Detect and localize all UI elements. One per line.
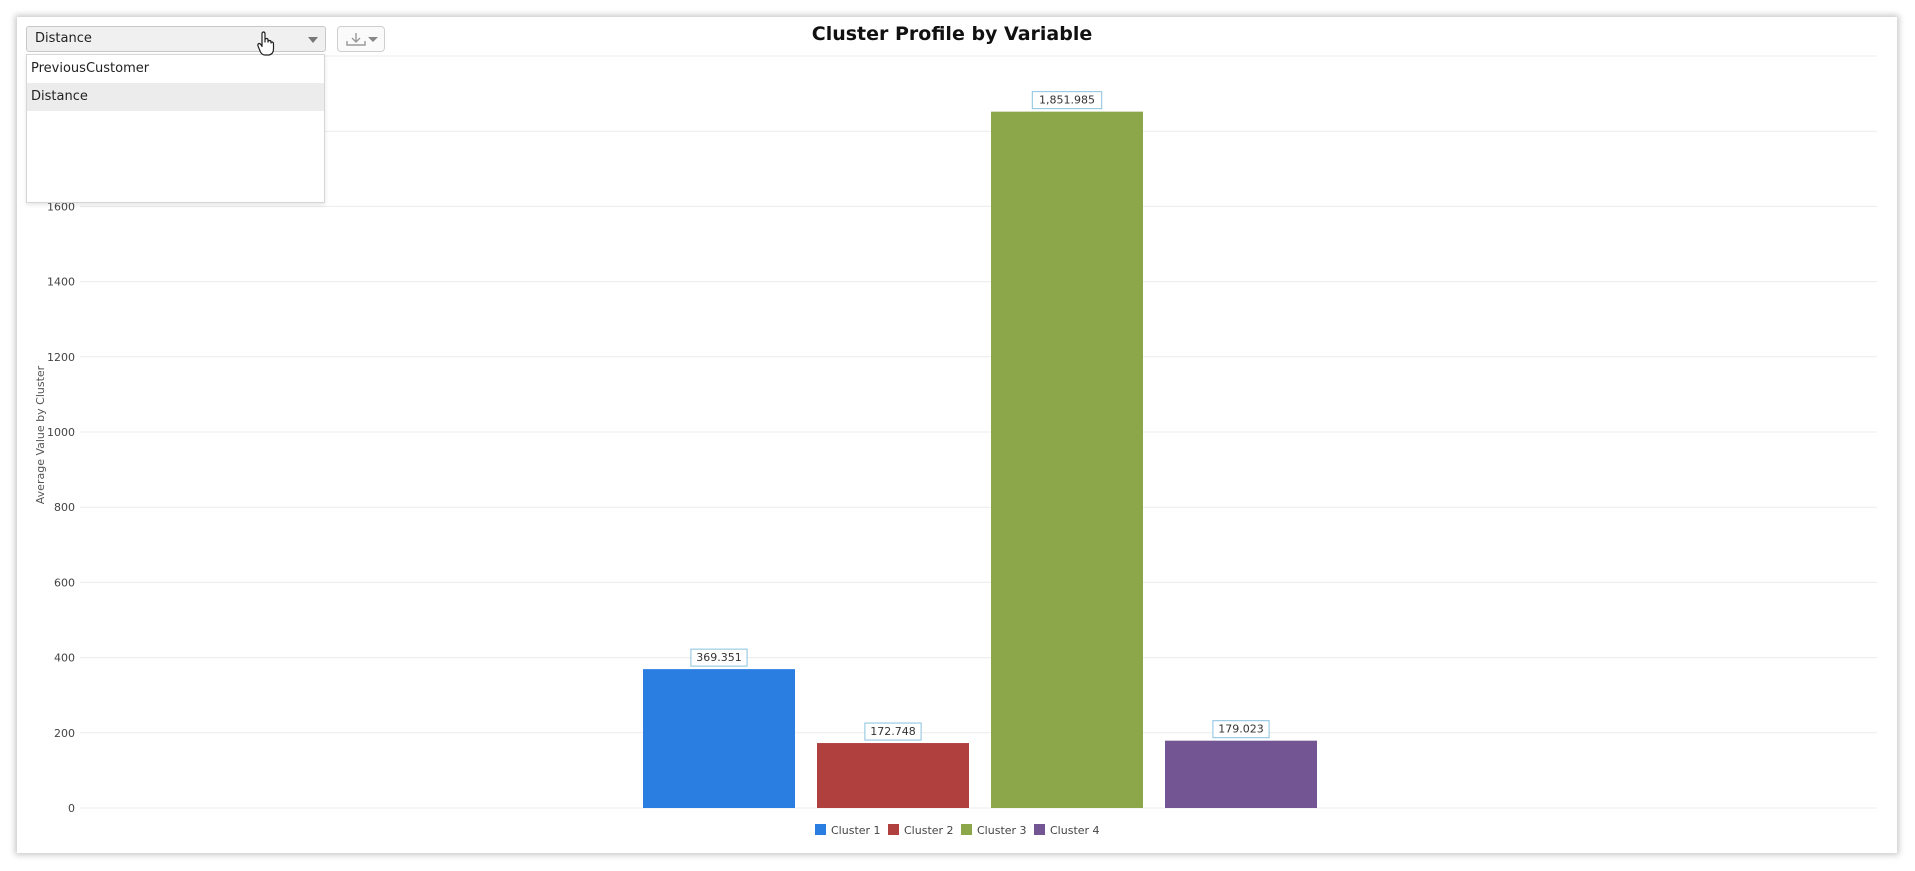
legend-item-label[interactable]: Cluster 2 [904,824,954,837]
legend-item-label[interactable]: Cluster 3 [977,824,1027,837]
export-button[interactable] [337,26,385,52]
legend-swatch [961,824,972,835]
chart-title: Cluster Profile by Variable [812,23,1092,45]
hand-cursor-icon [257,31,275,56]
variable-select[interactable]: Distance [26,26,326,52]
legend-swatch [815,824,826,835]
legend-swatch [1034,824,1045,835]
y-tick-label: 200 [54,727,75,740]
option-distance[interactable]: Distance [27,83,324,111]
legend-item-label[interactable]: Cluster 1 [831,824,881,837]
chevron-down-icon [308,37,318,43]
data-label: 172.748 [870,725,916,738]
variable-options-list: PreviousCustomer Distance [26,54,325,203]
bar-cluster-4[interactable] [1165,740,1317,808]
variable-select-value: Distance [35,31,92,46]
data-label-box [1212,720,1270,739]
bars [643,111,1317,809]
chart-panel [17,17,1897,853]
data-label-box [1031,91,1103,110]
y-tick-label: 1200 [47,351,75,364]
bar-cluster-3[interactable] [991,111,1143,809]
download-icon [346,33,366,46]
y-tick-label: 1400 [47,276,75,289]
bar-cluster-1[interactable] [643,669,795,808]
y-tick-label: 1000 [47,426,75,439]
y-tick-label: 600 [54,576,75,589]
y-tick-label: 0 [68,802,75,815]
data-label-box [690,648,748,667]
y-axis: 0 200 400 600 800 1000 1200 1400 1600 [47,200,75,815]
data-label: 179.023 [1218,723,1264,736]
data-labels: 369.351 172.748 1,851.985 179.023 [690,91,1270,741]
y-tick-label: 800 [54,501,75,514]
legend-swatch [888,824,899,835]
y-axis-title: Average Value by Cluster [34,365,47,504]
data-label: 1,851.985 [1039,94,1095,107]
legend-item-label[interactable]: Cluster 4 [1050,824,1100,837]
chevron-down-icon [368,37,378,42]
y-tick-label: 400 [54,652,75,665]
legend: Cluster 1 Cluster 2 Cluster 3 Cluster 4 [815,824,1100,837]
grid-lines [80,55,1877,809]
data-label-box [864,722,922,741]
option-previouscustomer[interactable]: PreviousCustomer [31,61,150,76]
bar-cluster-2[interactable] [817,743,969,808]
y-tick-label: 1600 [47,200,75,213]
data-label: 369.351 [696,651,742,664]
